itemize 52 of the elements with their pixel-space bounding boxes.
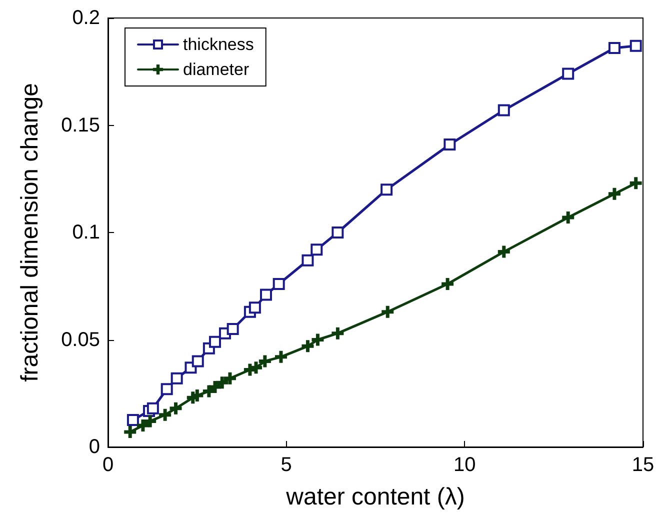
point — [224, 372, 236, 384]
point — [209, 336, 221, 348]
point — [442, 278, 454, 290]
y-tick-label: 0.05 — [61, 328, 100, 351]
point — [498, 246, 510, 258]
point — [146, 402, 159, 414]
point — [124, 426, 136, 438]
point — [380, 184, 393, 196]
y-tick-label: 0.1 — [72, 222, 100, 244]
point — [630, 177, 642, 190]
point — [216, 376, 228, 389]
point — [498, 104, 510, 116]
x-tick-label: 5 — [280, 454, 292, 476]
point — [170, 402, 182, 414]
point — [608, 188, 620, 200]
x-tick-label: 15 — [632, 454, 654, 476]
point — [608, 42, 620, 54]
x-axis-title: water content (λ) — [285, 484, 465, 510]
y-tick-label: 0.15 — [61, 114, 100, 136]
point — [382, 306, 394, 318]
point — [144, 415, 156, 428]
legend-label: thickness — [183, 35, 254, 54]
point — [562, 68, 574, 80]
point — [630, 40, 642, 52]
point — [260, 288, 272, 301]
point — [332, 327, 344, 340]
point — [136, 420, 149, 432]
point — [444, 138, 456, 151]
point — [170, 372, 183, 384]
x-tick-label: 0 — [102, 454, 114, 476]
point — [332, 226, 344, 238]
point — [192, 355, 204, 368]
y-tick-label: 0.2 — [72, 7, 100, 29]
point — [562, 211, 574, 224]
point — [159, 408, 172, 421]
point — [126, 414, 139, 426]
point — [258, 355, 271, 368]
legend-label: diameter — [183, 60, 250, 79]
point — [250, 362, 262, 374]
x-tick-label: 10 — [454, 454, 476, 476]
point — [302, 254, 314, 266]
point — [226, 323, 239, 336]
point — [191, 390, 204, 402]
point — [312, 334, 324, 346]
point — [248, 302, 261, 314]
point — [302, 340, 314, 352]
y-axis-title: fractional dimension change — [16, 83, 44, 382]
point — [160, 383, 173, 396]
point — [310, 244, 323, 256]
point — [274, 350, 287, 363]
y-tick-label: 0 — [88, 436, 100, 458]
point — [272, 278, 285, 290]
